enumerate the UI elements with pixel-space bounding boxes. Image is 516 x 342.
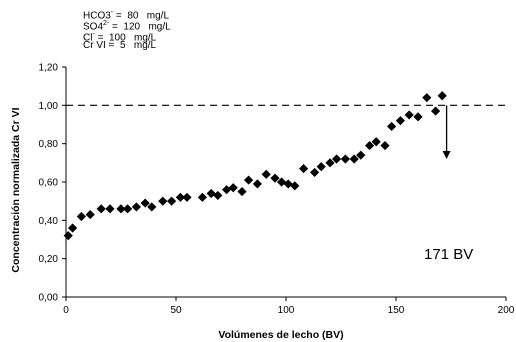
data-point [175,192,185,202]
data-point [182,192,192,202]
data-point [76,211,86,222]
concentration-value: = 120 [109,21,149,33]
concentration-row: HCO3- = 80 mg/L [83,7,169,21]
data-point [213,190,223,201]
data-point [197,192,207,202]
ion-name: Cr VI [83,40,106,51]
data-point [244,175,254,185]
data-point [371,137,381,147]
data-point [167,196,177,206]
y-tick-label: 1,20 [39,63,59,74]
x-tick-label: 0 [63,305,69,316]
ion-name: SO4 [83,21,104,33]
y-axis-label: Concentración normalizada Cr VI [10,107,22,272]
y-tick-label: 0,20 [39,254,59,265]
y-tick-label: 1,00 [39,101,59,112]
data-point [283,179,293,189]
y-tick-label: 0,00 [39,293,59,304]
data-point [116,204,126,214]
data-point [365,140,375,151]
ion-charge: 2- [103,20,110,27]
data-point [340,154,350,164]
x-tick-label: 150 [388,305,405,316]
concentration-unit: mg/L [134,32,157,44]
x-tick-label: 50 [170,305,182,316]
data-point [222,185,232,195]
data-point [356,150,366,160]
y-tick-label: 0,60 [39,178,59,189]
data-point [277,177,287,187]
data-point [270,173,280,183]
data-point [123,204,133,214]
ion-name: HCO3 [83,10,111,22]
data-point [96,204,106,214]
data-point [310,167,320,178]
data-point [380,140,390,151]
data-point [63,231,73,241]
data-point [147,202,157,212]
data-point [404,110,414,120]
data-point [68,223,78,233]
concentration-value: = 100 [94,32,134,44]
data-point [387,121,397,132]
data-point [85,209,95,220]
data-point [299,163,309,174]
data-point [332,154,342,164]
annotation-arrow [442,105,451,159]
data-point [105,204,115,214]
data-point [131,202,141,212]
x-tick-label: 100 [278,305,295,316]
tick-labels: 0,00 0,20 0,40 0,60 0,80 1,00 1,20 0 50 100 150 200 [39,63,515,317]
data-point [349,154,359,164]
x-tick-label: 200 [498,305,515,316]
data-point [325,158,335,168]
ion-charge: - [110,9,114,16]
y-tick-label: 0,40 [39,216,59,227]
data-point [437,91,447,101]
y-tick-label: 0,80 [39,139,59,150]
concentration-row: SO42- = 120 mg/L [83,18,171,32]
data-point [290,181,300,191]
concentration-unit: mg/L [146,10,170,22]
concentration-value: = 80 [113,10,147,22]
data-point [140,198,150,208]
data-point [237,186,247,197]
concentration-row: Cl- = 100 mg/L [83,29,156,43]
data-series [63,91,447,241]
data-point [431,106,441,116]
annotation-label: 171 BV [424,246,473,263]
ion-name: Cl [83,32,93,44]
data-point [413,112,423,122]
data-point [261,169,271,179]
data-point [252,179,262,189]
arrow-head [442,151,451,159]
data-point [422,93,432,103]
data-point [228,183,238,193]
data-point [395,116,405,126]
concentration-unit: mg/L [148,21,171,33]
data-point [316,162,326,172]
ion-charge: - [92,31,95,38]
concentration-value: = 5 [105,40,134,51]
data-point [158,196,168,206]
data-point [206,188,216,199]
concentration-row: Cr VI = 5 mg/L [83,40,156,51]
concentration-unit: mg/L [133,40,157,51]
x-axis-label: Volúmenes de lecho (BV) [218,329,343,341]
